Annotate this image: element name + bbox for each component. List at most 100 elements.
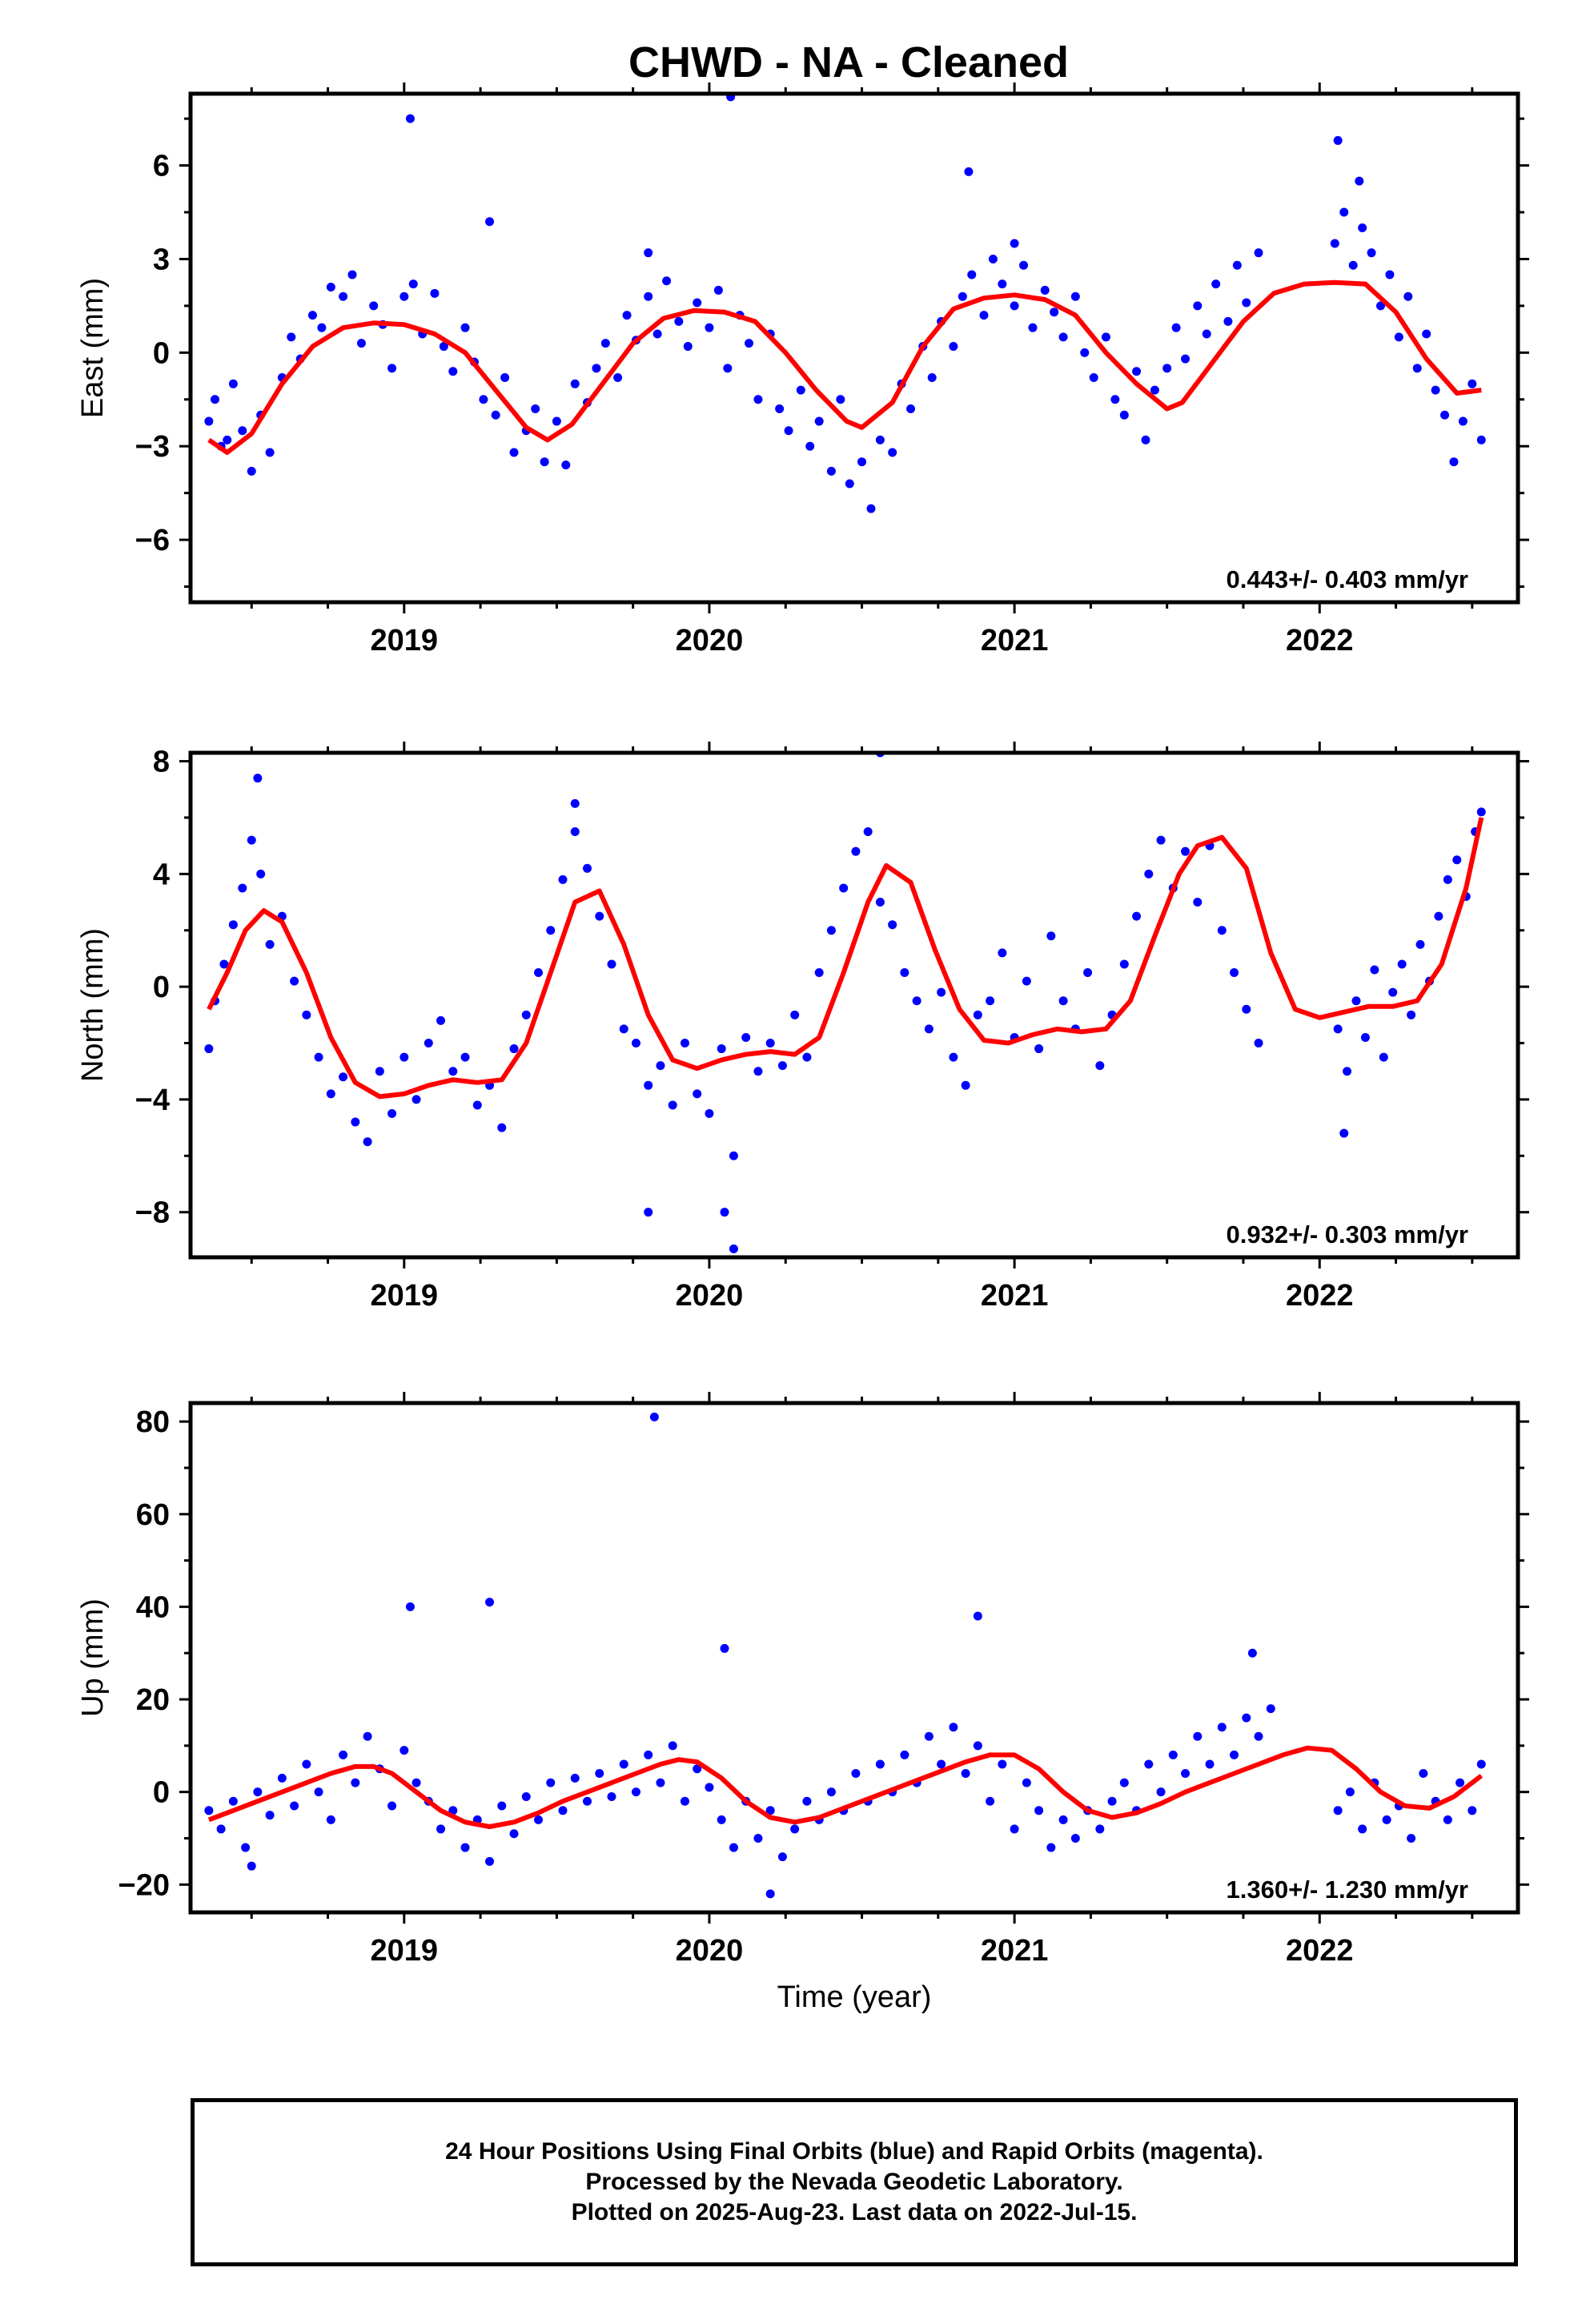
data-point	[509, 1829, 519, 1839]
velocity-label: 0.443+/- 0.403 mm/yr	[1227, 565, 1468, 593]
data-point	[400, 1052, 409, 1062]
data-point	[1010, 301, 1019, 311]
data-point	[649, 1412, 659, 1421]
x-tick-label: 2022	[1286, 624, 1354, 657]
data-point	[540, 457, 549, 467]
data-point	[521, 1010, 531, 1019]
data-point	[491, 410, 500, 420]
data-point	[720, 1643, 729, 1653]
data-point	[1333, 1024, 1343, 1034]
data-point	[1022, 976, 1031, 986]
data-point	[1171, 323, 1181, 332]
data-point	[1434, 911, 1443, 921]
y-tick-label: 3	[153, 243, 170, 276]
data-point	[1070, 1833, 1080, 1843]
caption-box: 24 Hour Positions Using Final Orbits (bl…	[191, 2098, 1518, 2266]
x-tick-label: 2020	[676, 624, 744, 657]
data-point	[1266, 1704, 1275, 1714]
data-point	[888, 448, 897, 457]
data-point	[1144, 1759, 1154, 1769]
data-point	[1040, 285, 1050, 295]
data-point	[1476, 807, 1486, 817]
data-point	[851, 846, 861, 856]
data-point	[693, 1089, 702, 1099]
data-point	[302, 1010, 311, 1019]
data-point	[741, 1032, 751, 1042]
data-point	[1339, 207, 1349, 217]
data-point	[998, 279, 1007, 289]
data-point	[387, 364, 397, 373]
data-point	[1456, 1778, 1465, 1787]
data-point	[1407, 1010, 1416, 1019]
data-point	[570, 1773, 580, 1783]
data-point	[1058, 1815, 1068, 1824]
data-point	[753, 395, 763, 404]
data-point	[1367, 248, 1376, 258]
data-point	[1242, 298, 1251, 308]
data-point	[1375, 301, 1385, 311]
data-point	[253, 774, 263, 783]
data-point	[937, 987, 946, 997]
data-point	[1202, 329, 1211, 339]
data-point	[253, 1787, 263, 1797]
y-tick-label: −8	[135, 1196, 170, 1230]
data-point	[644, 1750, 653, 1759]
data-point	[400, 292, 409, 301]
data-point	[247, 466, 256, 476]
data-point	[326, 283, 335, 292]
data-point	[387, 1801, 397, 1811]
y-tick-label: 60	[136, 1498, 170, 1532]
data-point	[1132, 911, 1142, 921]
data-point	[265, 939, 275, 949]
data-point	[631, 1039, 640, 1048]
data-point	[967, 270, 977, 279]
data-point	[387, 1109, 397, 1119]
data-point	[613, 373, 623, 383]
data-point	[973, 1611, 982, 1621]
data-point	[223, 435, 232, 444]
data-point	[1046, 1843, 1056, 1852]
data-point	[680, 1039, 689, 1048]
data-point	[656, 1061, 665, 1071]
data-point	[720, 1208, 729, 1217]
data-point	[570, 798, 580, 808]
data-point	[485, 217, 495, 227]
data-point	[986, 1796, 995, 1806]
data-point	[1382, 1815, 1391, 1824]
data-point	[436, 1824, 446, 1834]
data-point	[1119, 1778, 1129, 1787]
data-point	[1385, 270, 1395, 279]
data-point	[1119, 410, 1129, 420]
data-point	[448, 367, 458, 376]
data-point	[582, 1796, 592, 1806]
data-point	[1101, 332, 1110, 342]
data-point	[777, 1852, 787, 1862]
data-point	[1168, 1750, 1178, 1759]
data-point	[1458, 416, 1468, 426]
data-point	[949, 1052, 958, 1062]
data-point	[1343, 1067, 1352, 1076]
data-point	[674, 316, 684, 326]
data-point	[497, 1801, 507, 1811]
data-point	[680, 1796, 689, 1806]
data-point	[1119, 959, 1129, 969]
data-point	[949, 342, 958, 352]
fit-curve	[207, 1745, 1484, 1829]
data-point	[924, 1024, 934, 1034]
data-point	[1443, 1815, 1452, 1824]
data-point	[1355, 176, 1364, 186]
data-point	[509, 1044, 519, 1054]
x-tick-label: 2019	[371, 1934, 439, 1968]
data-point	[472, 1100, 482, 1110]
data-point	[558, 875, 568, 884]
data-point	[1431, 385, 1440, 395]
data-point	[1388, 987, 1398, 997]
data-point	[1360, 1032, 1370, 1042]
data-point	[363, 1731, 372, 1741]
velocity-label: 1.360+/- 1.230 mm/yr	[1227, 1876, 1468, 1904]
data-point	[729, 1843, 738, 1852]
data-point	[1193, 898, 1203, 907]
data-point	[790, 1010, 800, 1019]
data-point	[1333, 1806, 1343, 1815]
data-point	[534, 968, 544, 978]
